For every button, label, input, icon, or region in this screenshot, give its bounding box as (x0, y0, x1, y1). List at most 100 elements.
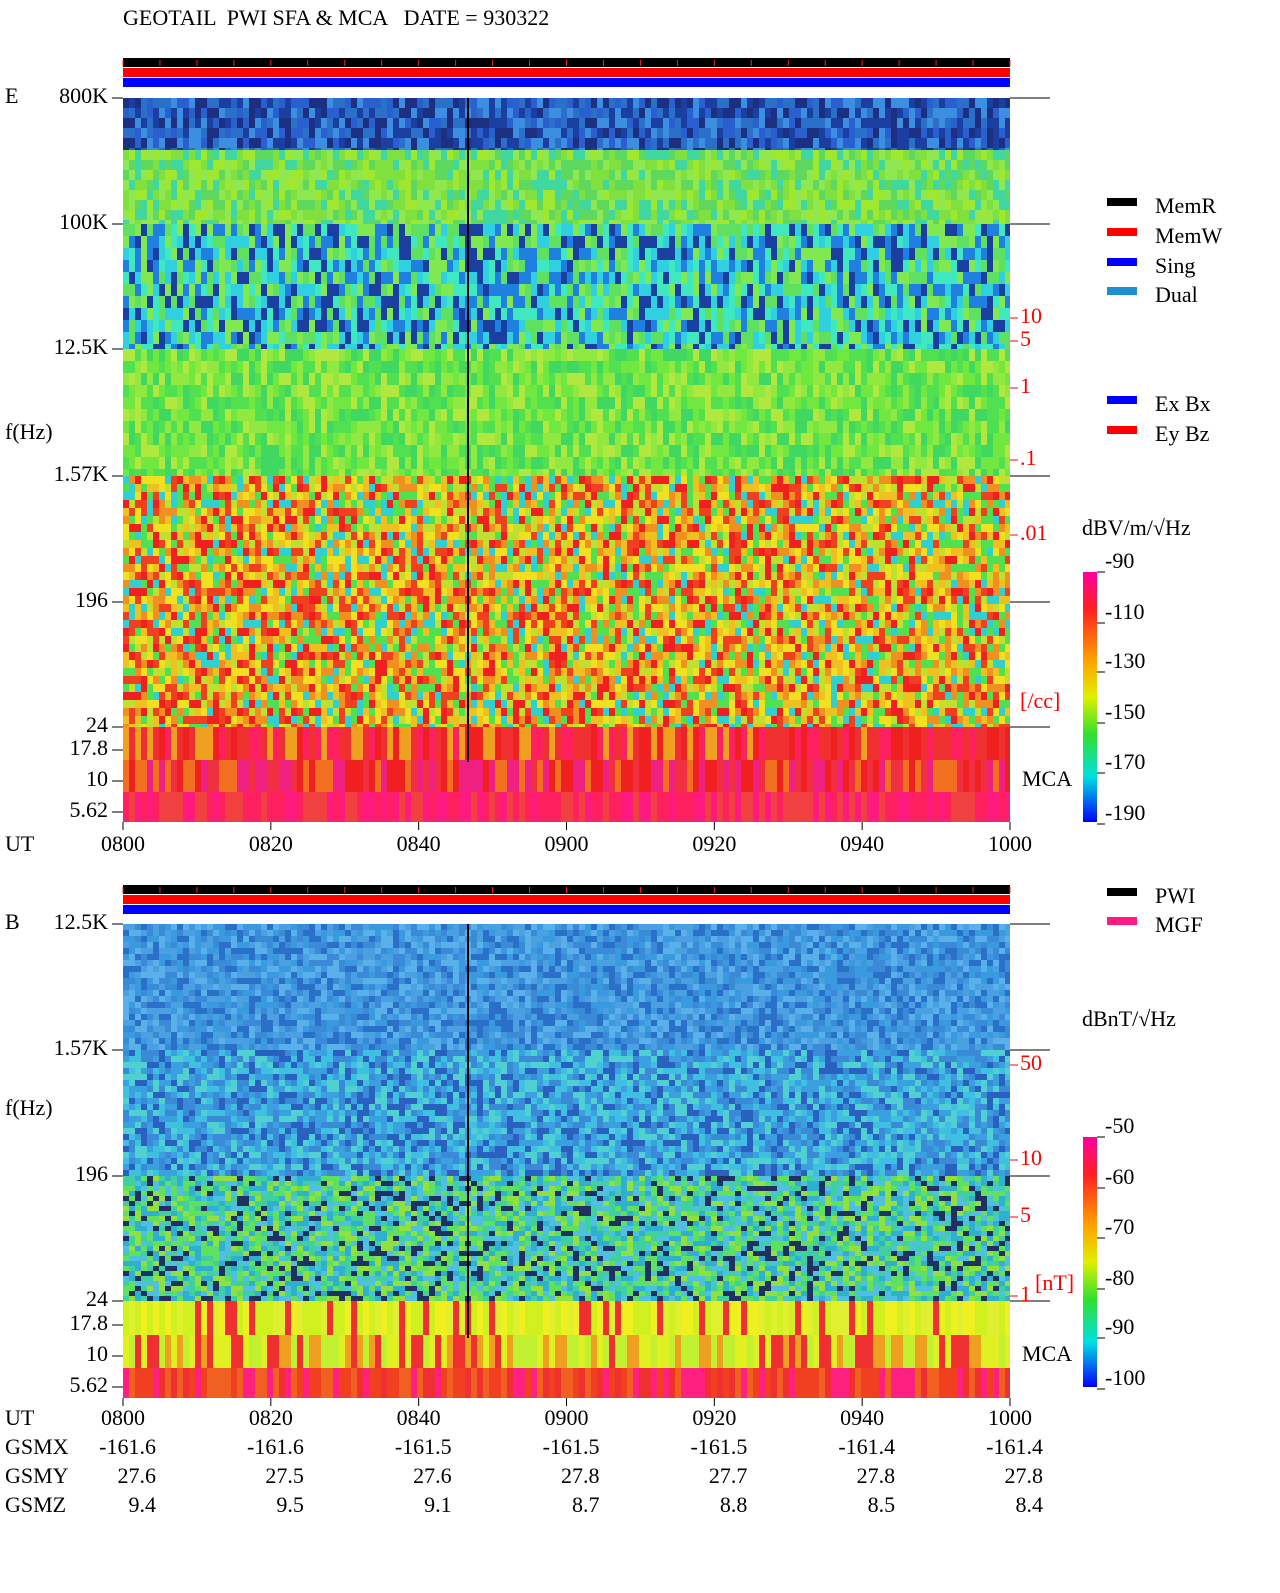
spectrogram-cell (639, 296, 645, 308)
spectrogram-cell (645, 200, 651, 210)
spectrogram-cell (411, 344, 417, 349)
spectrogram-cell (951, 190, 957, 200)
spectrogram-cell (189, 170, 195, 180)
spectrogram-cell (999, 344, 1005, 349)
spectrogram-cell (735, 373, 741, 385)
spectrogram-cell (279, 433, 285, 445)
spectrogram-cell (405, 397, 411, 409)
spectrogram-cell (729, 469, 735, 476)
spectrogram-cell (693, 332, 699, 344)
spectrogram-cell (753, 361, 759, 373)
spectrogram-cell (495, 421, 501, 433)
spectrogram-cell (531, 128, 537, 138)
spectrogram-cell (639, 210, 645, 220)
spectrogram-cell (501, 248, 507, 260)
spectrogram-cell (303, 320, 309, 332)
spectrogram-cell (555, 260, 561, 272)
spectrogram-cell (729, 308, 735, 320)
spectrogram-cell (831, 296, 837, 308)
spectrogram-cell (549, 397, 555, 409)
spectrogram-cell (441, 349, 447, 361)
spectrogram-cell (441, 421, 447, 433)
spectrogram-cell (843, 128, 849, 138)
spectrogram-cell (183, 236, 189, 248)
spectrogram-cell (141, 150, 147, 160)
spectrogram-cell (561, 170, 567, 180)
spectrogram-cell (381, 344, 387, 349)
spectrogram-cell (831, 118, 837, 128)
spectrogram-cell (261, 397, 267, 409)
spectrogram-cell (213, 320, 219, 332)
spectrogram-cell (315, 349, 321, 361)
spectrogram-cell (279, 361, 285, 373)
spectrogram-cell (813, 397, 819, 409)
spectrogram-cell (957, 190, 963, 200)
spectrogram-cell (681, 260, 687, 272)
spectrogram-cell (675, 148, 681, 150)
spectrogram-cell (297, 332, 303, 344)
spectrogram-cell (309, 210, 315, 220)
spectrogram-cell (195, 224, 201, 236)
spectrogram-cell (285, 108, 291, 118)
spectrogram-cell (249, 224, 255, 236)
spectrogram-cell (213, 128, 219, 138)
spectrogram-cell (141, 138, 147, 148)
spectrogram-cell (705, 180, 711, 190)
spectrogram-cell (699, 373, 705, 385)
spectrogram-cell (627, 138, 633, 148)
spectrogram-cell (165, 220, 171, 224)
spectrogram-cell (393, 220, 399, 224)
spectrogram-cell (855, 308, 861, 320)
spectrogram-cell (399, 397, 405, 409)
spectrogram-cell (969, 180, 975, 190)
spectrogram-cell (177, 108, 183, 118)
spectrogram-cell (297, 150, 303, 160)
spectrogram-cell (597, 220, 603, 224)
spectrogram-cell (579, 260, 585, 272)
spectrogram-cell (969, 224, 975, 236)
spectrogram-cell (129, 170, 135, 180)
spectrogram-cell (129, 409, 135, 421)
spectrogram-cell (417, 349, 423, 361)
spectrogram-cell (537, 190, 543, 200)
spectrogram-cell (795, 361, 801, 373)
spectrogram-cell (321, 248, 327, 260)
spectrogram-cell (627, 200, 633, 210)
spectrogram-cell (273, 421, 279, 433)
spectrogram-cell (843, 236, 849, 248)
spectrogram-cell (261, 128, 267, 138)
spectrogram-cell (597, 138, 603, 148)
spectrogram-cell (273, 373, 279, 385)
spectrogram-cell (213, 397, 219, 409)
spectrogram-cell (447, 409, 453, 421)
spectrogram-cell (207, 344, 213, 349)
spectrogram-cell (189, 190, 195, 200)
spectrogram-cell (507, 210, 513, 220)
spectrogram-cell (819, 248, 825, 260)
spectrogram-cell (237, 118, 243, 128)
spectrogram-cell (537, 138, 543, 148)
spectrogram-cell (699, 224, 705, 236)
spectrogram-cell (249, 236, 255, 248)
spectrogram-cell (393, 108, 399, 118)
spectrogram-cell (555, 433, 561, 445)
spectrogram-cell (771, 409, 777, 421)
spectrogram-cell (501, 170, 507, 180)
spectrogram-cell (897, 180, 903, 190)
spectrogram-cell (603, 332, 609, 344)
spectrogram-cell (885, 308, 891, 320)
spectrogram-cell (249, 469, 255, 476)
spectrogram-cell (219, 433, 225, 445)
spectrogram-cell (609, 170, 615, 180)
spectrogram-cell (801, 170, 807, 180)
spectrogram-cell (885, 190, 891, 200)
spectrogram-cell (699, 284, 705, 296)
spectrogram-cell (951, 210, 957, 220)
spectrogram-cell (531, 344, 537, 349)
spectrogram-cell (843, 200, 849, 210)
spectrogram-cell (945, 190, 951, 200)
spectrogram-cell (819, 272, 825, 284)
spectrogram-cell (183, 160, 189, 170)
spectrogram-cell (255, 160, 261, 170)
spectrogram-cell (393, 248, 399, 260)
